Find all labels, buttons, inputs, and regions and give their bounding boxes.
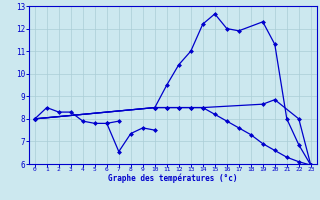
X-axis label: Graphe des températures (°c): Graphe des températures (°c) xyxy=(108,174,237,183)
